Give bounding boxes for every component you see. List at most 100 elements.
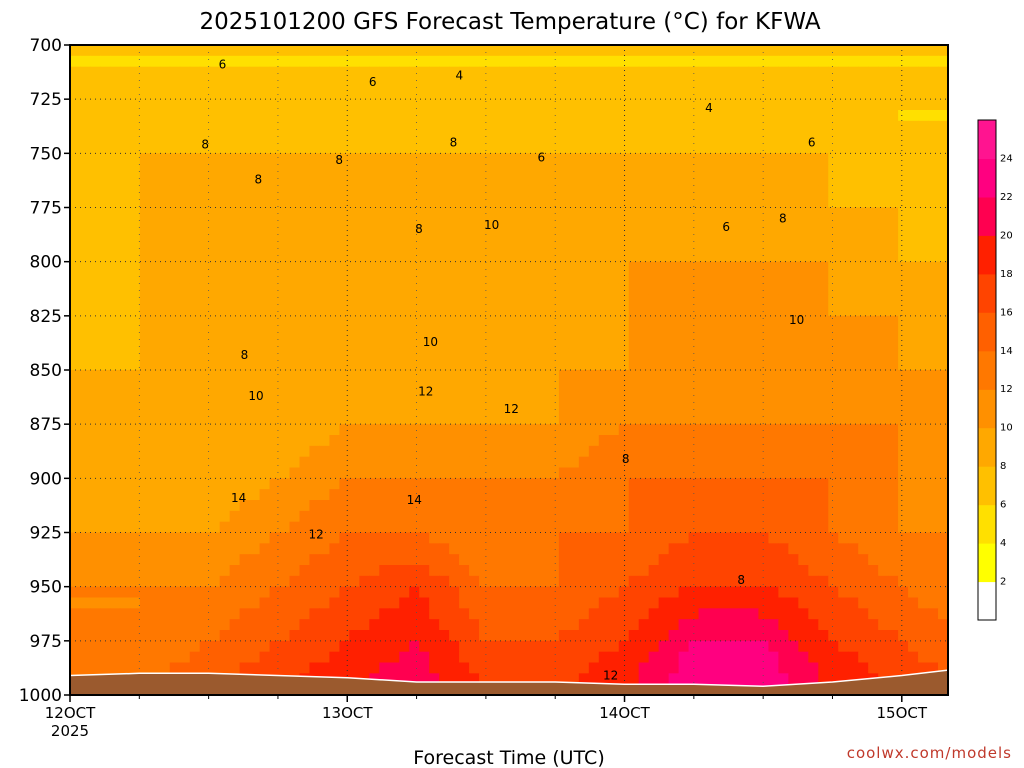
field-cell <box>499 586 510 599</box>
field-cell <box>938 272 948 284</box>
field-cell <box>279 370 291 382</box>
field-cell <box>718 175 730 187</box>
field-cell <box>518 153 530 165</box>
field-cell <box>778 619 789 631</box>
field-cell <box>249 120 261 133</box>
field-cell <box>169 283 181 295</box>
field-cell <box>99 337 111 349</box>
field-cell <box>509 565 520 577</box>
field-cell <box>768 619 779 631</box>
field-cell <box>329 250 340 263</box>
field-cell <box>588 348 600 360</box>
field-cell <box>918 229 929 241</box>
field-cell <box>369 261 380 274</box>
field-cell <box>648 45 660 57</box>
field-cell <box>249 250 261 263</box>
field-cell <box>99 99 111 111</box>
field-cell <box>578 120 590 133</box>
field-cell <box>479 326 490 339</box>
field-cell <box>409 456 420 469</box>
field-cell <box>149 565 161 577</box>
field-cell <box>299 326 311 339</box>
field-cell <box>708 261 720 274</box>
field-cell <box>538 597 550 609</box>
field-cell <box>558 370 570 382</box>
field-cell <box>578 359 590 371</box>
field-cell <box>588 175 600 187</box>
field-cell <box>179 608 191 620</box>
field-cell <box>848 45 859 57</box>
field-cell <box>688 586 700 599</box>
field-cell <box>828 608 839 620</box>
field-cell <box>459 229 470 241</box>
field-cell <box>299 456 311 469</box>
field-cell <box>708 153 720 165</box>
field-cell <box>598 283 610 295</box>
field-cell <box>369 120 380 133</box>
field-cell <box>908 630 919 642</box>
field-cell <box>489 521 500 534</box>
field-cell <box>878 640 889 653</box>
field-cell <box>928 185 939 198</box>
field-cell <box>668 272 680 284</box>
field-cell <box>918 402 929 414</box>
field-cell <box>548 500 560 512</box>
field-cell <box>389 315 400 328</box>
field-cell <box>628 240 640 252</box>
field-cell <box>319 500 331 512</box>
field-cell <box>419 337 430 349</box>
field-cell <box>99 110 111 122</box>
field-cell <box>628 489 640 501</box>
field-cell <box>169 532 181 544</box>
field-cell <box>818 608 829 620</box>
field-cell <box>618 142 630 154</box>
field-cell <box>509 500 520 512</box>
field-cell <box>718 489 730 501</box>
field-cell <box>349 435 360 447</box>
field-cell <box>628 402 640 414</box>
field-cell <box>399 240 410 252</box>
field-cell <box>678 651 690 664</box>
field-cell <box>219 207 231 219</box>
field-cell <box>718 478 730 490</box>
field-cell <box>219 500 231 512</box>
field-cell <box>688 402 700 414</box>
field-cell <box>419 402 430 414</box>
field-cell <box>798 272 809 284</box>
field-cell <box>578 294 590 306</box>
field-cell <box>648 164 660 176</box>
field-cell <box>558 153 570 165</box>
field-cell <box>748 77 760 89</box>
field-cell <box>189 110 201 122</box>
field-cell <box>189 45 201 57</box>
field-cell <box>249 554 261 566</box>
field-cell <box>518 489 530 501</box>
field-cell <box>908 391 919 404</box>
field-cell <box>439 608 450 620</box>
field-cell <box>509 651 520 664</box>
field-cell <box>359 380 370 393</box>
field-cell <box>938 55 948 68</box>
field-cell <box>219 153 231 165</box>
field-cell <box>199 131 211 144</box>
field-cell <box>129 521 141 534</box>
field-cell <box>668 185 680 198</box>
field-cell <box>179 77 191 89</box>
field-cell <box>169 489 181 501</box>
field-cell <box>898 77 909 89</box>
field-cell <box>788 55 799 68</box>
field-cell <box>528 45 540 57</box>
field-cell <box>359 305 370 317</box>
field-cell <box>568 207 580 219</box>
field-cell <box>269 456 281 469</box>
field-cell <box>528 435 540 447</box>
field-cell <box>658 305 670 317</box>
field-cell <box>79 467 91 479</box>
field-cell <box>169 554 181 566</box>
field-cell <box>509 370 520 382</box>
field-cell <box>419 424 430 436</box>
field-cell <box>758 77 770 89</box>
field-cell <box>608 99 620 111</box>
field-cell <box>658 380 670 393</box>
field-cell <box>708 586 720 599</box>
